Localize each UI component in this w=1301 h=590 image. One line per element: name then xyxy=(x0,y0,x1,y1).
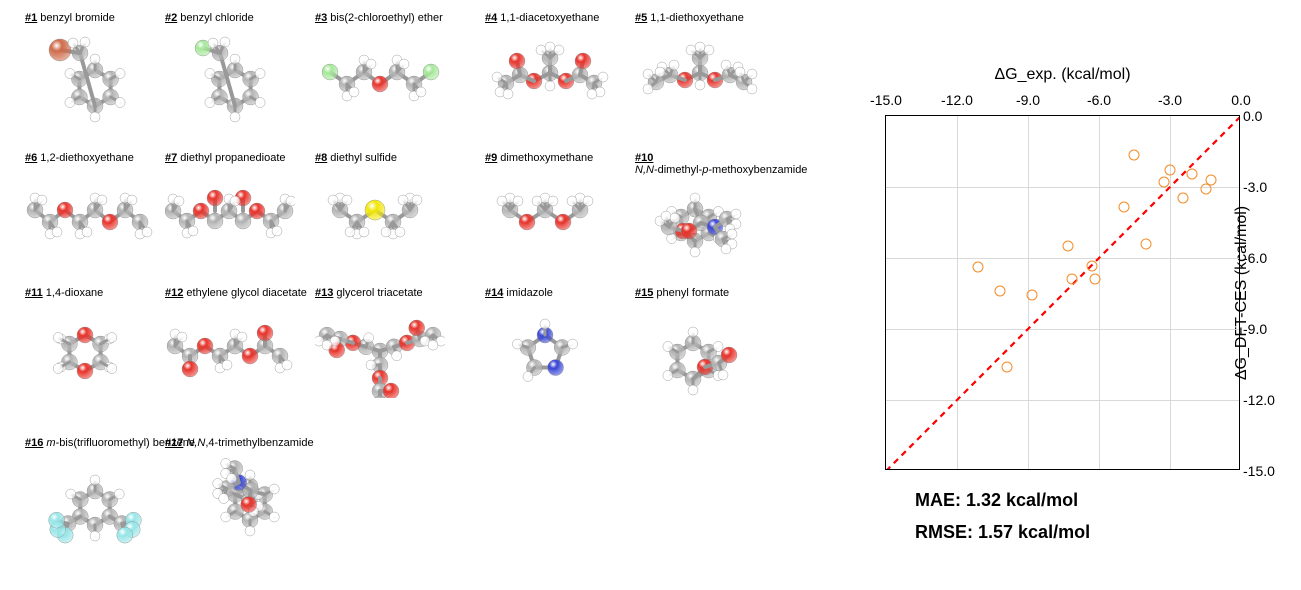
x-tick: -9.0 xyxy=(1016,92,1040,108)
molecule-4: #4 1,1-diacetoxyethane xyxy=(485,12,615,123)
molecule-label: #8 diethyl sulfide xyxy=(315,152,445,164)
molecule-structure xyxy=(485,28,615,123)
scatter-point xyxy=(1001,361,1012,372)
molecule-5: #5 1,1-diethoxyethane xyxy=(635,12,765,123)
scatter-panel: ΔG_exp. (kcal/mol) ΔG_DFT-CES (kcal/mol)… xyxy=(830,30,1275,570)
molecule-structure xyxy=(635,303,765,398)
scatter-point xyxy=(1141,238,1152,249)
gridline xyxy=(1099,116,1100,469)
gridline xyxy=(886,258,1239,259)
molecule-2: #2 benzyl chloride xyxy=(165,12,295,123)
identity-line xyxy=(886,116,1239,469)
x-tick: 0.0 xyxy=(1231,92,1250,108)
scatter-point xyxy=(1200,184,1211,195)
scatter-point xyxy=(1118,202,1129,213)
molecule-structure xyxy=(485,303,615,398)
molecule-structure xyxy=(635,180,807,275)
molecule-structure xyxy=(635,28,765,123)
scatter-point xyxy=(1159,177,1170,188)
x-tick: -15.0 xyxy=(870,92,902,108)
molecule-1: #1 benzyl bromide xyxy=(25,12,155,123)
molecule-structure xyxy=(315,168,445,263)
molecule-label: #4 1,1-diacetoxyethane xyxy=(485,12,615,24)
y-tick: -9.0 xyxy=(1243,321,1285,337)
molecule-label: #3 bis(2-chloroethyl) ether xyxy=(315,12,445,24)
scatter-point xyxy=(1178,192,1189,203)
molecule-structure xyxy=(165,303,307,398)
y-axis-title: ΔG_DFT-CES (kcal/mol) xyxy=(1233,205,1251,379)
x-tick: -6.0 xyxy=(1087,92,1111,108)
molecule-15: #15 phenyl formate xyxy=(635,287,765,398)
molecule-structure xyxy=(25,28,155,123)
scatter-point xyxy=(1086,261,1097,272)
y-tick: -15.0 xyxy=(1243,463,1285,479)
molecule-8: #8 diethyl sulfide xyxy=(315,152,445,263)
y-tick: 0.0 xyxy=(1243,108,1285,124)
molecule-label: #12 ethylene glycol diacetate xyxy=(165,287,307,299)
molecule-structure xyxy=(25,168,155,263)
scatter-point xyxy=(973,262,984,273)
molecule-label: #5 1,1-diethoxyethane xyxy=(635,12,765,24)
mae-stat: MAE: 1.32 kcal/mol xyxy=(915,490,1078,511)
y-tick: -12.0 xyxy=(1243,392,1285,408)
rmse-stat: RMSE: 1.57 kcal/mol xyxy=(915,522,1090,543)
molecule-13: #13 glycerol triacetate xyxy=(315,287,445,398)
scatter-point xyxy=(1187,168,1198,179)
molecule-14: #14 imidazole xyxy=(485,287,615,398)
x-axis-title: ΔG_exp. (kcal/mol) xyxy=(994,66,1130,84)
molecule-11: #11 1,4-dioxane xyxy=(25,287,155,398)
x-tick: -12.0 xyxy=(941,92,973,108)
scatter-point xyxy=(1129,150,1140,161)
molecule-6: #6 1,2-diethoxyethane xyxy=(25,152,155,263)
molecule-structure xyxy=(315,28,445,123)
scatter-point xyxy=(1165,165,1176,176)
molecule-label: #11 1,4-dioxane xyxy=(25,287,155,299)
molecule-12: #12 ethylene glycol diacetate xyxy=(165,287,307,398)
molecule-label: #1 benzyl bromide xyxy=(25,12,155,24)
molecule-label: #7 diethyl propanedioate xyxy=(165,152,295,164)
molecule-label: #17 N,N,4-trimethylbenzamide xyxy=(165,437,314,449)
molecule-label: #9 dimethoxymethane xyxy=(485,152,615,164)
scatter-chart: ΔG_exp. (kcal/mol) ΔG_DFT-CES (kcal/mol)… xyxy=(885,115,1240,470)
molecule-label: #14 imidazole xyxy=(485,287,615,299)
scatter-point xyxy=(1026,289,1037,300)
molecule-label: #10N,N-dimethyl-p-methoxybenzamide xyxy=(635,152,807,176)
gridline xyxy=(886,187,1239,188)
molecule-9: #9 dimethoxymethane xyxy=(485,152,615,263)
molecule-structure xyxy=(315,303,445,398)
scatter-point xyxy=(1066,274,1077,285)
molecule-label: #2 benzyl chloride xyxy=(165,12,295,24)
molecule-label: #15 phenyl formate xyxy=(635,287,765,299)
molecule-label: #6 1,2-diethoxyethane xyxy=(25,152,155,164)
gridline xyxy=(886,400,1239,401)
molecule-label: #13 glycerol triacetate xyxy=(315,287,445,299)
y-tick: -3.0 xyxy=(1243,179,1285,195)
molecule-7: #7 diethyl propanedioate xyxy=(165,152,295,263)
y-tick: -6.0 xyxy=(1243,250,1285,266)
x-tick: -3.0 xyxy=(1158,92,1182,108)
molecule-structure xyxy=(165,28,295,123)
molecule-structure xyxy=(165,168,295,263)
molecule-10: #10N,N-dimethyl-p-methoxybenzamide xyxy=(635,152,807,275)
molecule-17: #17 N,N,4-trimethylbenzamide xyxy=(165,437,314,548)
scatter-point xyxy=(994,286,1005,297)
molecule-3: #3 bis(2-chloroethyl) ether xyxy=(315,12,445,123)
molecule-structure xyxy=(485,168,615,263)
gridline xyxy=(886,329,1239,330)
molecule-structure xyxy=(165,453,314,548)
scatter-point xyxy=(1090,274,1101,285)
gridline xyxy=(957,116,958,469)
molecule-structure xyxy=(25,303,155,398)
scatter-point xyxy=(1063,241,1074,252)
